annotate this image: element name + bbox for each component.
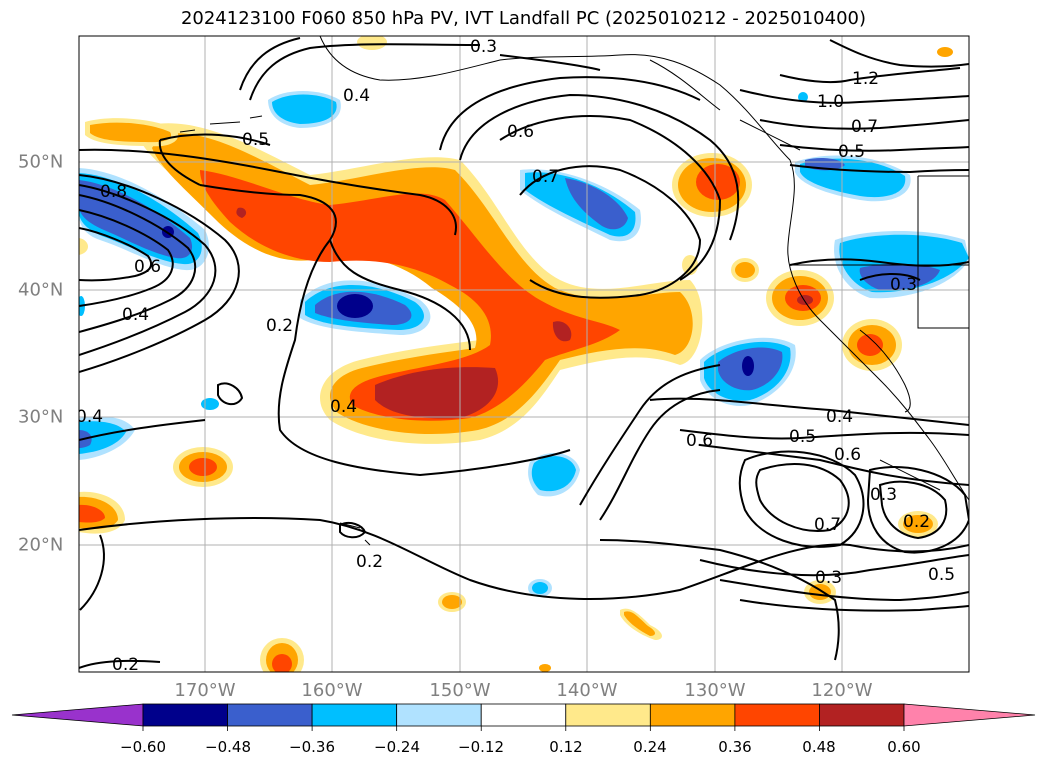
colorbar-bin: [819, 703, 905, 727]
pv-contours: [79, 37, 969, 669]
contour-label: 0.3: [815, 568, 842, 588]
colorbar-tick-label: −0.48: [205, 738, 251, 756]
lon-label-150w: 150°W: [429, 680, 491, 701]
lat-label-20n: 20°N: [18, 534, 64, 556]
contour-label: 0.6: [134, 257, 161, 277]
contour-label: 0.4: [330, 397, 357, 417]
colorbar-bin: [565, 703, 651, 727]
colorbar-bin: [649, 703, 736, 727]
contour-labels: 0.3 0.4 0.5 0.6 0.7 1.2 1.0 0.7 0.5 0.8 …: [76, 37, 955, 675]
contour-label: 0.6: [686, 431, 713, 451]
positive-anomaly-shading: [79, 36, 953, 672]
colorbar-tick-label: 0.60: [887, 738, 921, 756]
colorbar-tick-label: 0.24: [633, 738, 667, 756]
colorbar-tick-label: 0.12: [549, 738, 583, 756]
colorbar-extend-min: [11, 703, 144, 727]
lat-label-50n: 50°N: [18, 151, 64, 173]
colorbar-bin: [311, 703, 398, 727]
contour-label: 1.2: [852, 69, 879, 89]
lon-label-130w: 130°W: [684, 680, 746, 701]
contour-label: 0.3: [870, 485, 897, 505]
contour-label: 0.4: [76, 407, 103, 427]
contour-label: 0.3: [470, 37, 497, 57]
contour-label: 0.2: [356, 552, 383, 572]
lon-label-160w: 160°W: [301, 680, 363, 701]
colorbar-tick-label: −0.12: [458, 738, 504, 756]
map-frame: [78, 35, 970, 673]
contour-label: 0.6: [834, 445, 861, 465]
contour-label: 0.2: [903, 512, 930, 532]
colorbar-tick-label: −0.60: [120, 738, 166, 756]
contour-label: 0.8: [100, 182, 127, 202]
contour-label: 1.0: [817, 92, 844, 112]
lat-label-30n: 30°N: [18, 406, 64, 428]
colorbar-tick-label: 0.36: [718, 738, 752, 756]
contour-label: 0.4: [343, 86, 370, 106]
colorbar-bin: [142, 703, 228, 727]
contour-label: 0.7: [532, 167, 559, 187]
colorbar-tick-label: 0.48: [802, 738, 836, 756]
colorbar-bin: [227, 703, 313, 727]
graticule: [79, 36, 969, 672]
contour-label: 0.3: [890, 275, 917, 295]
contour-label: 0.6: [507, 122, 534, 142]
contour-label: 0.5: [242, 130, 269, 150]
lon-label-120w: 120°W: [811, 680, 873, 701]
contour-label: 0.7: [851, 117, 878, 137]
contour-label: 0.4: [826, 407, 853, 427]
colorbar-bin: [734, 703, 820, 727]
lon-label-170w: 170°W: [174, 680, 236, 701]
colorbar-tick-label: −0.24: [374, 738, 420, 756]
contour-label: 0.5: [838, 142, 865, 162]
colorbar-bin: [480, 703, 567, 727]
map-area: 0.3 0.4 0.5 0.6 0.7 1.2 1.0 0.7 0.5 0.8 …: [76, 36, 969, 675]
colorbar-bin: [396, 703, 482, 727]
contour-label: 0.2: [266, 316, 293, 336]
contour-label: 0.7: [814, 515, 841, 535]
lat-label-40n: 40°N: [18, 279, 64, 301]
map-title: 2024123100 F060 850 hPa PV, IVT Landfall…: [180, 8, 867, 29]
contour-label: 0.5: [789, 427, 816, 447]
lon-label-140w: 140°W: [556, 680, 618, 701]
contour-label: 0.4: [122, 305, 149, 325]
colorbar: [11, 703, 1036, 731]
colorbar-extend-max: [903, 703, 1036, 727]
contour-label: 0.2: [112, 655, 139, 675]
colorbar-tick-label: −0.36: [289, 738, 335, 756]
contour-label: 0.5: [928, 565, 955, 585]
negative-anomaly-shading: [79, 91, 969, 597]
